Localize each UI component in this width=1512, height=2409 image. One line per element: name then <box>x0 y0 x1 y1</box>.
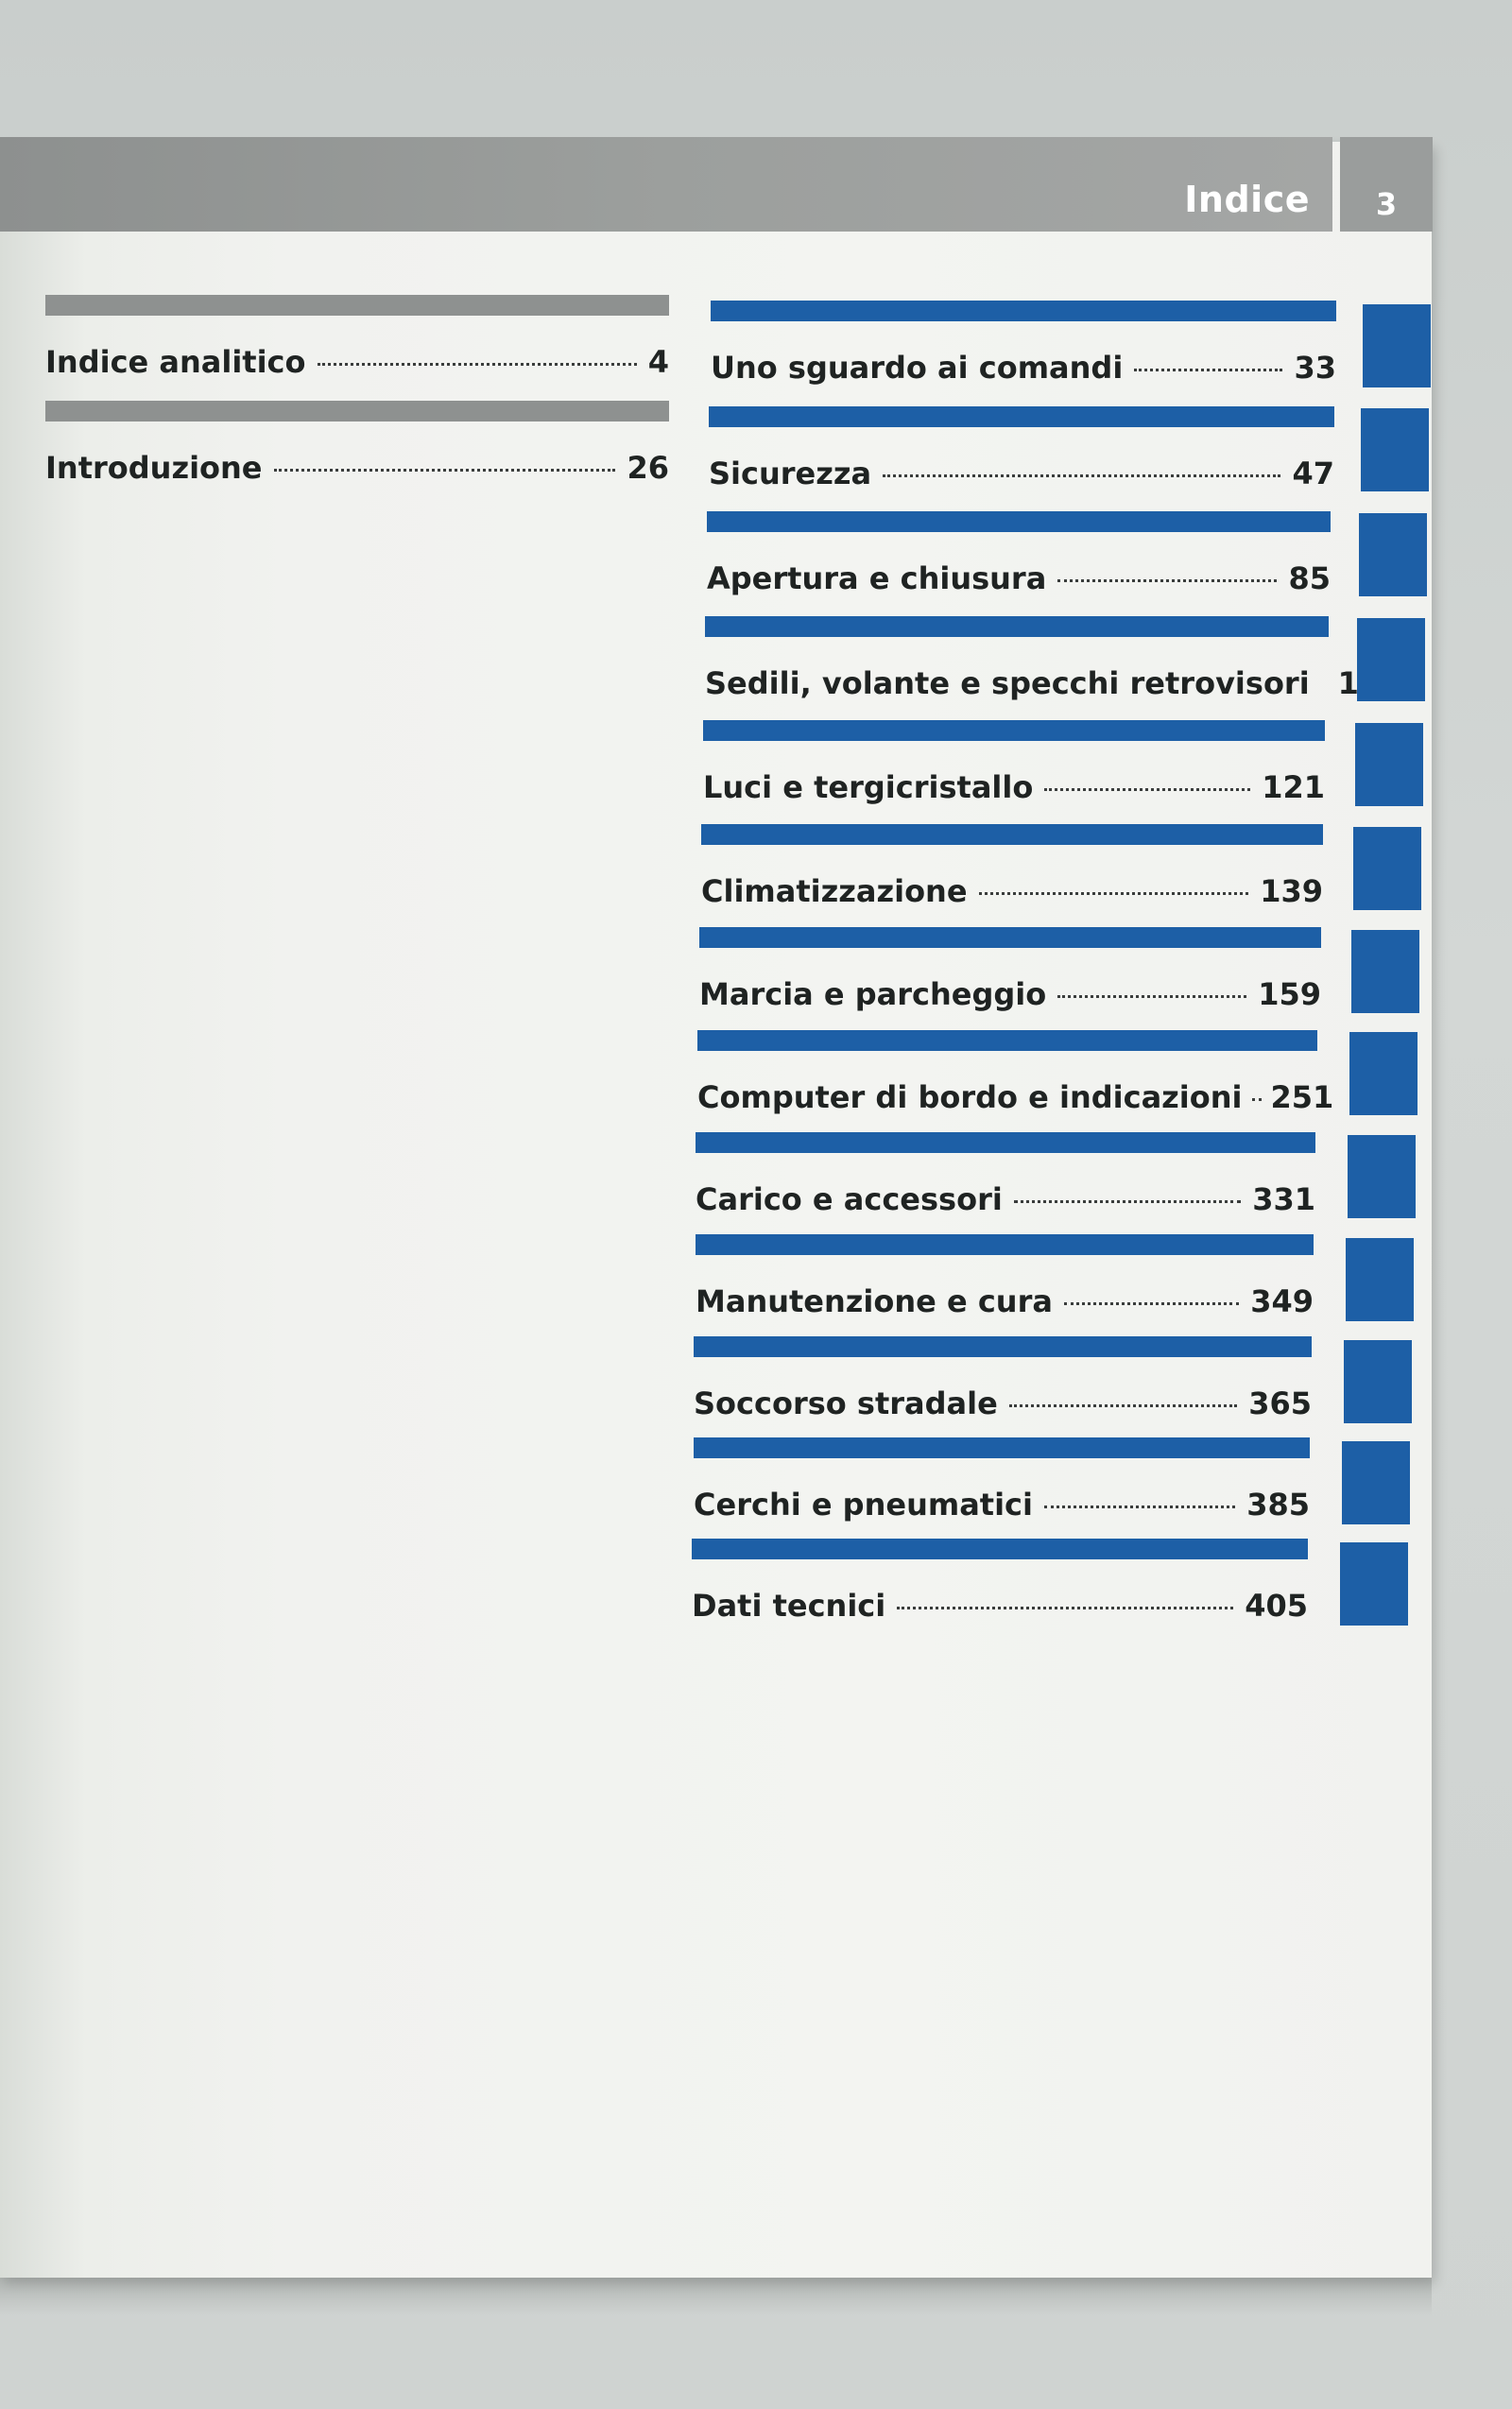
toc-entry-page: 159 <box>1258 976 1321 1012</box>
toc-entry-label: Soccorso stradale <box>694 1385 998 1421</box>
section-bar <box>699 927 1321 948</box>
toc-entry-marcia-e-parcheggio[interactable]: Marcia e parcheggio 159 <box>699 927 1321 1012</box>
toc-entry-label: Climatizzazione <box>701 873 968 909</box>
chapter-tab <box>1359 513 1427 596</box>
section-bar <box>705 616 1329 637</box>
section-bar <box>45 295 669 316</box>
toc-entry-page: 139 <box>1260 873 1323 909</box>
chapter-tab <box>1342 1441 1410 1524</box>
toc-entry-label: Uno sguardo ai comandi <box>711 350 1124 386</box>
toc-entry-uno-sguardo-ai-comandi[interactable]: Uno sguardo ai comandi 33 <box>711 301 1336 386</box>
toc-entry-page: 331 <box>1252 1181 1315 1217</box>
toc-entry-luci-e-tergicristallo[interactable]: Luci e tergicristallo 121 <box>703 720 1325 805</box>
leader-dots <box>1008 1404 1238 1407</box>
toc-entry-page: 121 <box>1262 769 1325 805</box>
toc-entry-page: 251 <box>1270 1079 1334 1115</box>
chapter-tab <box>1357 618 1425 701</box>
section-bar <box>696 1234 1314 1255</box>
page-number-box: 3 <box>1340 137 1433 232</box>
toc-entry-indice-analitico[interactable]: Indice analitico 4 <box>45 295 669 380</box>
leader-dots <box>1251 1098 1262 1101</box>
toc-entry-page: 33 <box>1294 350 1336 386</box>
section-bar <box>694 1336 1312 1357</box>
chapter-tab <box>1351 930 1419 1013</box>
section-bar <box>709 406 1334 427</box>
toc-entry-page: 26 <box>627 450 669 486</box>
page-title: Indice <box>1184 179 1310 220</box>
toc-entry-label: Indice analitico <box>45 344 306 380</box>
leader-dots <box>897 1607 1234 1609</box>
leader-dots <box>1063 1302 1240 1305</box>
toc-entry-label: Apertura e chiusura <box>707 560 1047 596</box>
chapter-tab <box>1340 1542 1408 1626</box>
toc-entry-sedili-volante-specchi[interactable]: Sedili, volante e specchi retrovisori 10… <box>705 616 1400 701</box>
leader-dots <box>883 474 1281 477</box>
toc-entry-climatizzazione[interactable]: Climatizzazione 139 <box>701 824 1323 909</box>
section-bar <box>701 824 1323 845</box>
toc-entry-page: 349 <box>1250 1283 1314 1319</box>
toc-entry-page: 365 <box>1248 1385 1312 1421</box>
toc-entry-label: Introduzione <box>45 450 263 486</box>
toc-entry-label: Marcia e parcheggio <box>699 976 1047 1012</box>
section-bar <box>703 720 1325 741</box>
toc-entry-apertura-e-chiusura[interactable]: Apertura e chiusura 85 <box>707 511 1331 596</box>
chapter-tab <box>1363 304 1431 387</box>
toc-entry-label: Dati tecnici <box>692 1588 886 1624</box>
toc-entry-label: Computer di bordo e indicazioni <box>697 1079 1243 1115</box>
leader-dots <box>1057 995 1247 998</box>
toc-entry-page: 85 <box>1288 560 1331 596</box>
leader-dots <box>1044 788 1251 791</box>
section-bar <box>45 401 669 422</box>
toc-entry-label: Sicurezza <box>709 456 872 491</box>
toc-entry-page: 405 <box>1245 1588 1308 1624</box>
toc-entry-dati-tecnici[interactable]: Dati tecnici 405 <box>692 1539 1308 1624</box>
chapter-tab <box>1348 1135 1416 1218</box>
section-header: Indice <box>0 137 1332 232</box>
toc-entry-manutenzione-e-cura[interactable]: Manutenzione e cura 349 <box>696 1234 1314 1319</box>
leader-dots <box>317 363 637 366</box>
toc-entry-computer-di-bordo[interactable]: Computer di bordo e indicazioni 251 <box>697 1030 1333 1115</box>
section-bar <box>692 1539 1308 1559</box>
chapter-tab <box>1346 1238 1414 1321</box>
chapter-tab <box>1361 408 1429 491</box>
toc-entry-page: 4 <box>647 344 669 380</box>
toc-entry-label: Sedili, volante e specchi retrovisori <box>705 665 1310 701</box>
chapter-tab <box>1353 827 1421 910</box>
section-bar <box>707 511 1331 532</box>
toc-entry-label: Manutenzione e cura <box>696 1283 1053 1319</box>
section-bar <box>696 1132 1315 1153</box>
page-edge-shadow <box>0 2278 1432 2315</box>
leader-dots <box>1134 369 1283 371</box>
chapter-tab <box>1355 723 1423 806</box>
toc-entry-page: 47 <box>1292 456 1334 491</box>
section-bar <box>711 301 1336 321</box>
leader-dots <box>978 892 1249 895</box>
chapter-tab <box>1344 1340 1412 1423</box>
toc-entry-soccorso-stradale[interactable]: Soccorso stradale 365 <box>694 1336 1312 1421</box>
page-number: 3 <box>1375 186 1398 222</box>
toc-entry-sicurezza[interactable]: Sicurezza 47 <box>709 406 1334 491</box>
toc-entry-carico-e-accessori[interactable]: Carico e accessori 331 <box>696 1132 1315 1217</box>
toc-entry-introduzione[interactable]: Introduzione 26 <box>45 401 669 486</box>
toc-entry-label: Carico e accessori <box>696 1181 1003 1217</box>
toc-entry-cerchi-e-pneumatici[interactable]: Cerchi e pneumatici 385 <box>694 1437 1310 1523</box>
toc-entry-label: Luci e tergicristallo <box>703 769 1034 805</box>
leader-dots <box>273 469 616 472</box>
leader-dots <box>1057 579 1278 582</box>
leader-dots <box>1013 1200 1242 1203</box>
chapter-tab <box>1349 1032 1418 1115</box>
toc-entry-page: 385 <box>1246 1487 1310 1523</box>
section-bar <box>694 1437 1310 1458</box>
manual-page <box>0 142 1432 2278</box>
toc-entry-label: Cerchi e pneumatici <box>694 1487 1033 1523</box>
section-bar <box>697 1030 1317 1051</box>
leader-dots <box>1043 1506 1236 1508</box>
